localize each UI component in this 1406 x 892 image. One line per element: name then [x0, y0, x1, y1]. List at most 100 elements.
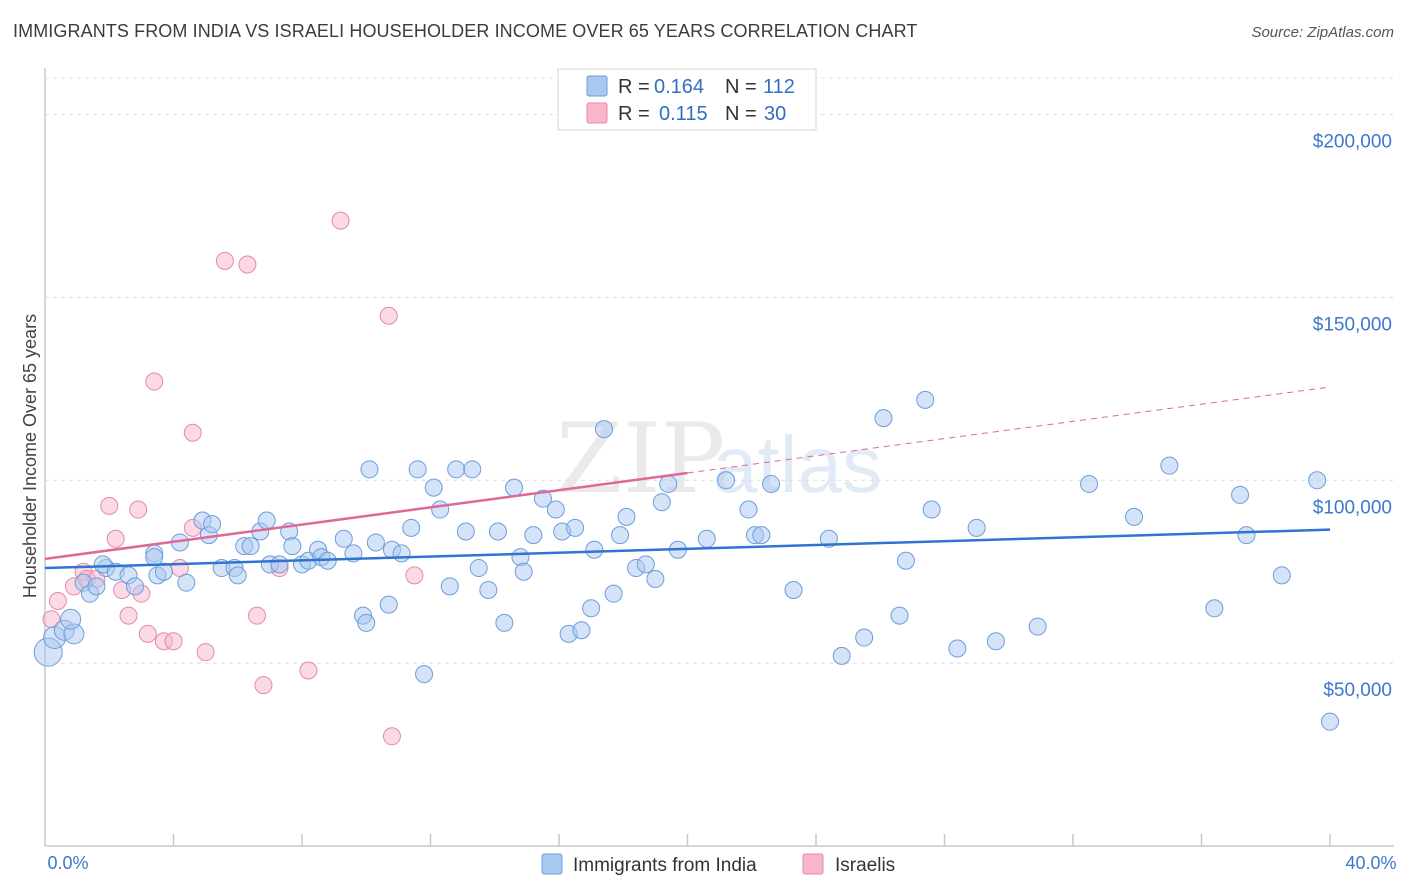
india-point [617, 507, 636, 526]
israeli-point [299, 661, 318, 680]
israeli-trend-line [44, 471, 688, 561]
india-point [145, 548, 164, 567]
data-points [33, 211, 1339, 746]
india-point [154, 562, 173, 581]
india-point [203, 515, 222, 534]
legend-n-label-israeli: N = [725, 103, 757, 125]
grid [45, 77, 1394, 664]
israeli-point [138, 624, 157, 643]
india-point [228, 566, 247, 585]
india-point [636, 555, 655, 574]
india-point [652, 493, 671, 512]
india-point [922, 500, 941, 519]
india-point [415, 665, 434, 684]
x-tick-label-max: 40.0% [1345, 853, 1396, 873]
series-legend: Immigrants from India Israelis [541, 853, 895, 876]
israeli-point [379, 306, 398, 325]
india-point [752, 526, 771, 545]
india-point [967, 518, 986, 537]
india-point [366, 533, 385, 552]
india-point [1321, 712, 1339, 731]
india-point [1205, 599, 1224, 618]
india-point [784, 581, 803, 599]
india-point [819, 529, 838, 548]
israeli-point [145, 372, 164, 391]
india-point [611, 526, 630, 545]
india-point [440, 577, 459, 596]
y-tick-label: $150,000 [1313, 314, 1392, 335]
india-point [1272, 566, 1291, 585]
india-point [762, 474, 781, 493]
india-point [334, 529, 353, 548]
legend-n-value-india: 112 [763, 76, 795, 98]
india-point [402, 518, 421, 537]
india-point [479, 581, 498, 599]
india-point [177, 573, 196, 592]
india-point [1080, 474, 1099, 493]
india-point [566, 518, 585, 537]
india-point [1125, 507, 1144, 526]
y-axis-label: Householder Income Over 65 years [20, 314, 40, 598]
india-point [874, 409, 893, 428]
india-point [283, 537, 302, 556]
israeli-point [106, 529, 125, 548]
israeli-point [196, 643, 215, 662]
chart-title: IMMIGRANTS FROM INDIA VS ISRAELI HOUSEHO… [13, 21, 918, 41]
india-point [424, 478, 443, 497]
israeli-point [119, 606, 138, 625]
india-point [469, 559, 488, 578]
india-point [916, 390, 935, 409]
india-point [948, 639, 967, 658]
india-point [456, 522, 475, 541]
x-axis-ticks [172, 834, 1331, 846]
india-point [360, 460, 379, 479]
india-point [604, 584, 623, 603]
india-point [855, 628, 874, 647]
israeli-trend-extension [687, 386, 1331, 474]
india-point [431, 500, 450, 519]
israeli-point [331, 211, 350, 230]
bottom-legend-label-israeli: Israelis [835, 855, 895, 876]
india-point [890, 606, 909, 625]
watermark-atlas: atlas [713, 420, 882, 509]
india-point [572, 621, 591, 640]
india-point [241, 537, 260, 556]
y-tick-label: $50,000 [1323, 680, 1392, 701]
legend-swatch-india [586, 75, 608, 97]
israeli-point [254, 676, 273, 695]
india-point [1308, 471, 1327, 490]
israeli-point [248, 606, 267, 625]
watermark-zip: ZIP [556, 403, 725, 515]
india-point [582, 599, 601, 618]
india-point [257, 511, 276, 530]
bottom-legend-swatch-israeli [802, 853, 824, 875]
bottom-legend-label-india: Immigrants from India [573, 855, 757, 876]
legend-r-label-israeli: R = [618, 103, 650, 125]
india-point [546, 500, 565, 519]
india-point [697, 529, 716, 548]
india-point [832, 646, 851, 665]
india-point [357, 613, 376, 632]
india-point [896, 551, 915, 570]
watermark: ZIP atlas [556, 403, 882, 515]
india-point [739, 500, 758, 519]
legend-r-value-india: 0.164 [654, 76, 704, 98]
israeli-point [238, 255, 257, 274]
x-tick-label-min: 0.0% [47, 853, 88, 873]
israeli-point [405, 566, 424, 585]
india-point [495, 613, 514, 632]
india-point [514, 562, 533, 581]
israeli-point [164, 632, 183, 651]
legend-n-label-india: N = [725, 76, 757, 98]
india-point [986, 632, 1005, 651]
india-point [646, 570, 665, 589]
india-point [408, 460, 427, 479]
chart-source: Source: ZipAtlas.com [1251, 24, 1394, 41]
india-point [1237, 526, 1256, 545]
india-point [1028, 617, 1047, 636]
india-point [505, 478, 524, 497]
india-point [270, 555, 289, 574]
india-point [594, 420, 613, 439]
india-point [533, 489, 552, 508]
